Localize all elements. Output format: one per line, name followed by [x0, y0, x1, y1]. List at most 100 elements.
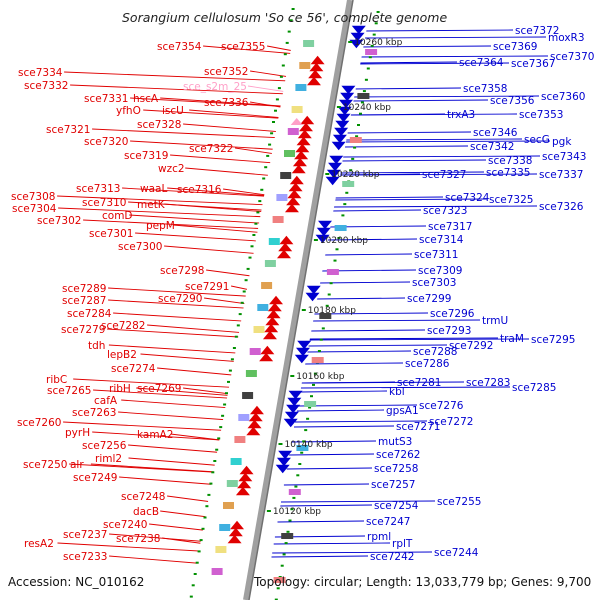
gene-label-cafa[interactable]: cafA	[94, 395, 118, 407]
gene-label-sce7284[interactable]: sce7284	[67, 308, 112, 320]
gene-label-sce7271[interactable]: sce7271	[396, 421, 440, 433]
gene-label-sce7337[interactable]: sce7337	[539, 169, 583, 181]
gene-label-sce7346[interactable]: sce7346	[473, 127, 518, 139]
gene-label-sce7290[interactable]: sce7290	[158, 293, 202, 305]
gene-label-sce7254[interactable]: sce7254	[374, 500, 419, 512]
gene-label-yfho[interactable]: yfhO	[116, 105, 141, 117]
gene-label-sce7369[interactable]: sce7369	[493, 41, 537, 53]
gene-label-sce7327[interactable]: sce7327	[422, 169, 466, 181]
gene-label-sce7282[interactable]: sce7282	[101, 320, 145, 332]
gene-label-sce7260[interactable]: sce7260	[17, 417, 61, 429]
gene-label-sce7334[interactable]: sce7334	[18, 67, 63, 79]
gene-label-sce7321[interactable]: sce7321	[46, 124, 90, 136]
gene-label-hsca[interactable]: hscA	[133, 93, 159, 105]
gene-label-sce7319[interactable]: sce7319	[124, 150, 168, 162]
gene-label-sce7272[interactable]: sce7272	[429, 416, 473, 428]
gene-label-sce7285[interactable]: sce7285	[512, 382, 556, 394]
gene-label-pyrh[interactable]: pyrH	[65, 427, 90, 439]
gene-label-sce7317[interactable]: sce7317	[428, 221, 472, 233]
gene-label-sce7356[interactable]: sce7356	[490, 95, 535, 107]
gene-label-sce7355[interactable]: sce7355	[221, 41, 265, 53]
gene-label-sce7301[interactable]: sce7301	[89, 228, 133, 240]
gene-label-sce7302[interactable]: sce7302	[37, 215, 81, 227]
gene-label-sce7332[interactable]: sce7332	[24, 80, 68, 92]
gene-label-sce7281[interactable]: sce7281	[397, 377, 441, 389]
gene-label-sce7310[interactable]: sce7310	[82, 197, 126, 209]
gene-label-sce7299[interactable]: sce7299	[407, 293, 451, 305]
gene-label-sce7325[interactable]: sce7325	[489, 194, 533, 206]
gene-label-sce7314[interactable]: sce7314	[419, 234, 464, 246]
gene-label-sce7288[interactable]: sce7288	[413, 346, 457, 358]
gene-label-moxr3[interactable]: moxR3	[548, 32, 585, 44]
gene-label-sce7320[interactable]: sce7320	[84, 136, 128, 148]
gene-label-sce7372[interactable]: sce7372	[515, 25, 559, 37]
gene-label-sce7238[interactable]: sce7238	[116, 533, 160, 545]
gene-label-pgk[interactable]: pgk	[552, 136, 572, 148]
gene-label-sce7250[interactable]: sce7250	[23, 459, 67, 471]
gene-label-sce7291[interactable]: sce7291	[185, 281, 229, 293]
gene-label-sce7262[interactable]: sce7262	[376, 449, 420, 461]
gene-label-secg[interactable]: secG	[524, 134, 550, 146]
gene-label-sce7324[interactable]: sce7324	[445, 192, 490, 204]
gene-label-comd[interactable]: comD	[102, 210, 133, 222]
gene-label-sce7233[interactable]: sce7233	[63, 551, 107, 563]
gene-label-trmu[interactable]: trmU	[482, 315, 508, 327]
gene-label-sce7263[interactable]: sce7263	[72, 407, 116, 419]
gene-label-muts3[interactable]: mutS3	[378, 436, 412, 448]
gene-label-sce7322[interactable]: sce7322	[189, 143, 233, 155]
gene-label-sce7249[interactable]: sce7249	[73, 472, 117, 484]
gene-label-sce7316[interactable]: sce7316	[177, 184, 222, 196]
gene-label-riml2[interactable]: riml2	[95, 453, 122, 465]
gene-label-rpml[interactable]: rpml	[367, 531, 391, 543]
gene-label-sce7354[interactable]: sce7354	[157, 41, 202, 53]
gene-label-sce7247[interactable]: sce7247	[366, 516, 410, 528]
gene-label-sce7370[interactable]: sce7370	[550, 51, 594, 63]
gene-label-sce7328[interactable]: sce7328	[137, 119, 181, 131]
gene-label-sce7300[interactable]: sce7300	[118, 241, 162, 253]
gene-label-sce7279[interactable]: sce7279	[61, 324, 105, 336]
gene-label-iscu[interactable]: iscU	[162, 105, 184, 117]
gene-label-sce7353[interactable]: sce7353	[519, 109, 563, 121]
gene-label-sce7257[interactable]: sce7257	[371, 479, 415, 491]
gene-label-sce7295[interactable]: sce7295	[531, 334, 575, 346]
gene-label-sce7303[interactable]: sce7303	[412, 277, 456, 289]
gene-label-sce7323[interactable]: sce7323	[423, 205, 467, 217]
gene-label-sce7269[interactable]: sce7269	[137, 383, 181, 395]
gene-label-gpsa1[interactable]: gpsA1	[386, 405, 419, 417]
gene-label-trxa3[interactable]: trxA3	[447, 109, 475, 121]
gene-label-sce7364[interactable]: sce7364	[459, 57, 504, 69]
gene-label-ribc[interactable]: ribC	[46, 374, 67, 386]
gene-label-sce7313[interactable]: sce7313	[76, 183, 120, 195]
gene-label-lepb2[interactable]: lepB2	[107, 349, 137, 361]
gene-label-tram[interactable]: traM	[500, 333, 524, 345]
gene-label-sce7331[interactable]: sce7331	[84, 93, 128, 105]
gene-label-sce7311[interactable]: sce7311	[414, 249, 458, 261]
gene-label-sce7265[interactable]: sce7265	[47, 385, 91, 397]
gene-label-ribh[interactable]: ribH	[109, 383, 131, 395]
gene-label-sce7248[interactable]: sce7248	[121, 491, 165, 503]
gene-label-sce7283[interactable]: sce7283	[466, 377, 510, 389]
gene-label-sce7293[interactable]: sce7293	[427, 325, 471, 337]
gene-label-sce7309[interactable]: sce7309	[418, 265, 462, 277]
gene-label-sce7336[interactable]: sce7336	[204, 97, 249, 109]
gene-label-sce7342[interactable]: sce7342	[470, 141, 514, 153]
gene-label-sce7296[interactable]: sce7296	[430, 308, 475, 320]
gene-label-sce7338[interactable]: sce7338	[488, 155, 532, 167]
gene-label-sce7256[interactable]: sce7256	[82, 440, 127, 452]
gene-label-sce7242[interactable]: sce7242	[370, 551, 414, 563]
gene-label-rplt[interactable]: rplT	[392, 538, 413, 550]
gene-label-sce7352[interactable]: sce7352	[204, 66, 248, 78]
gene-label-sce7292[interactable]: sce7292	[449, 340, 493, 352]
gene-label-sce7289[interactable]: sce7289	[62, 283, 106, 295]
gene-label-sce-s2m-25[interactable]: sce_s2m_25	[183, 81, 247, 93]
gene-label-alr[interactable]: alr	[70, 459, 84, 471]
gene-label-tdh[interactable]: tdh	[88, 340, 105, 352]
gene-label-sce7367[interactable]: sce7367	[511, 58, 555, 70]
gene-label-sce7360[interactable]: sce7360	[541, 91, 585, 103]
gene-label-metk[interactable]: metK	[137, 199, 166, 211]
gene-label-sce7276[interactable]: sce7276	[419, 400, 464, 412]
gene-label-sce7244[interactable]: sce7244	[434, 547, 479, 559]
gene-label-dacb[interactable]: dacB	[133, 506, 159, 518]
gene-label-sce7308[interactable]: sce7308	[11, 191, 55, 203]
gene-label-sce7358[interactable]: sce7358	[463, 83, 507, 95]
